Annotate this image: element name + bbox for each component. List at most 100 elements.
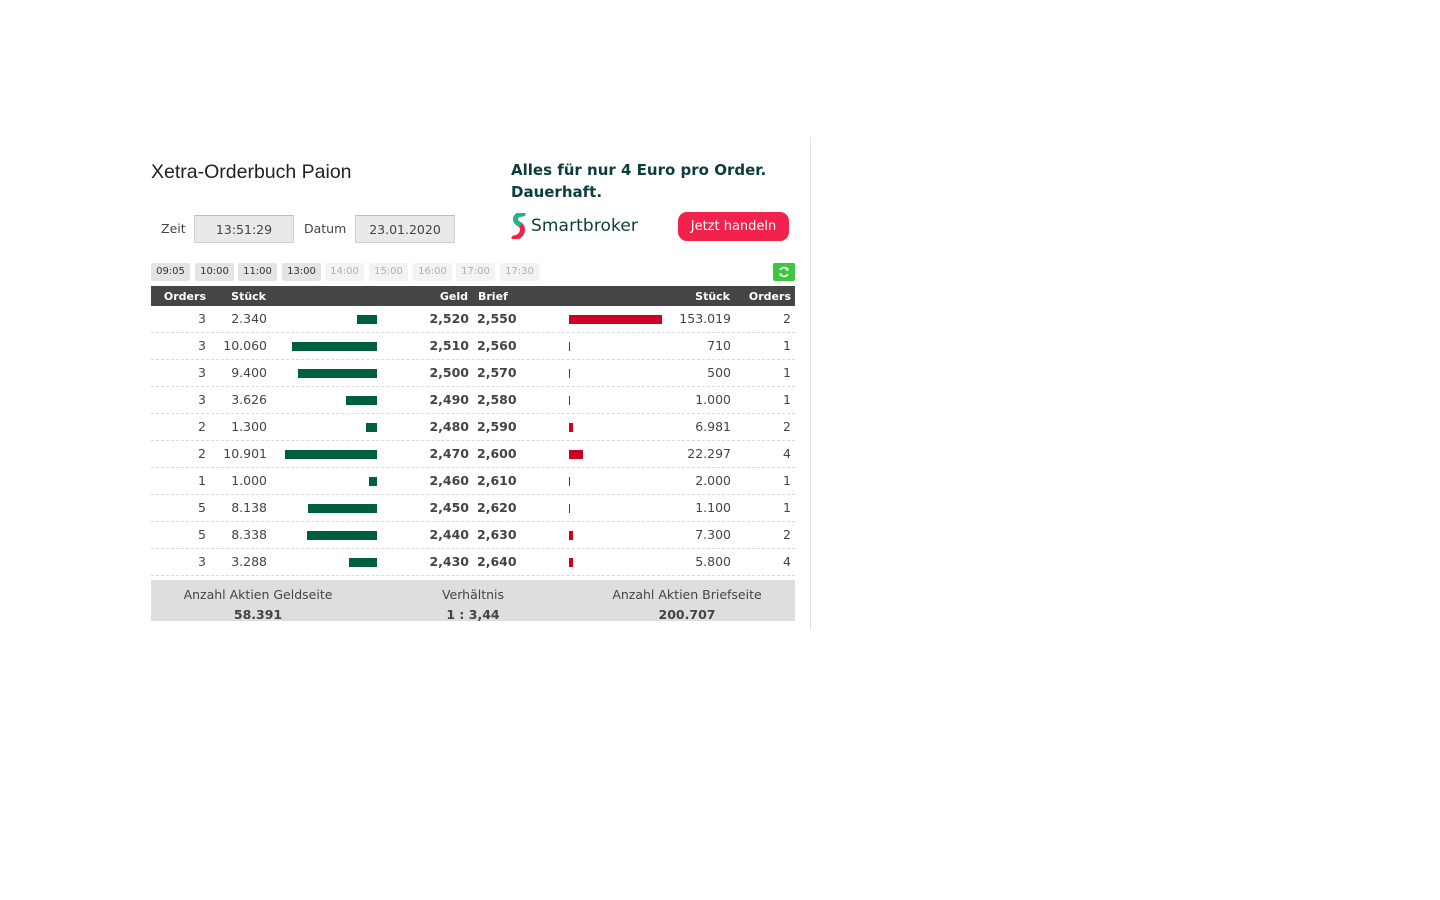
date-field[interactable]: 23.01.2020 bbox=[355, 215, 455, 243]
bid-volume-bar bbox=[298, 369, 377, 378]
summary-ask-label: Anzahl Aktien Briefseite bbox=[612, 587, 762, 602]
bid-orders-cell: 2 bbox=[198, 419, 206, 434]
bid-qty-cell: 2.340 bbox=[231, 311, 267, 326]
summary-bid: Anzahl Aktien Geldseite 58.391 bbox=[173, 585, 343, 625]
table-row: 3 3.288 2,430 2,640 5.800 4 bbox=[151, 549, 795, 576]
bid-orders-cell: 3 bbox=[198, 311, 206, 326]
jetzt-handeln-button[interactable]: Jetzt handeln bbox=[678, 212, 789, 241]
time-label: Zeit bbox=[161, 221, 186, 236]
ask-orders-cell: 1 bbox=[783, 500, 791, 515]
time-slot-button[interactable]: 11:00 bbox=[238, 263, 277, 281]
smartbroker-ad[interactable]: Alles für nur 4 Euro pro Order. Dauerhaf… bbox=[511, 159, 801, 249]
bid-price-cell: 2,470 bbox=[429, 446, 469, 461]
bid-qty-cell: 9.400 bbox=[231, 365, 267, 380]
time-slot-button[interactable]: 10:00 bbox=[195, 263, 234, 281]
summary-ask: Anzahl Aktien Briefseite 200.707 bbox=[602, 585, 772, 625]
smartbroker-logo[interactable]: Smartbroker bbox=[511, 213, 638, 239]
bid-qty-cell: 3.626 bbox=[231, 392, 267, 407]
bid-volume-bar bbox=[349, 558, 377, 567]
table-row: 2 1.300 2,480 2,590 6.981 2 bbox=[151, 414, 795, 441]
bid-price-cell: 2,450 bbox=[429, 500, 469, 515]
table-row: 5 8.338 2,440 2,630 7.300 2 bbox=[151, 522, 795, 549]
page-title: Xetra-Orderbuch Paion bbox=[151, 161, 352, 183]
bid-volume-bar bbox=[292, 342, 377, 351]
ask-price-cell: 2,620 bbox=[477, 500, 517, 515]
ask-qty-cell: 500 bbox=[707, 365, 731, 380]
ask-volume-bar bbox=[569, 423, 573, 432]
table-row: 2 10.901 2,470 2,600 22.297 4 bbox=[151, 441, 795, 468]
bid-volume-bar bbox=[366, 423, 377, 432]
ask-price-cell: 2,590 bbox=[477, 419, 517, 434]
summary-bid-value: 58.391 bbox=[233, 607, 283, 622]
time-field[interactable]: 13:51:29 bbox=[194, 215, 294, 243]
bid-volume-bar bbox=[346, 396, 377, 405]
ask-orders-cell: 4 bbox=[783, 446, 791, 461]
ask-volume-bar bbox=[569, 396, 570, 405]
summary-bid-label: Anzahl Aktien Geldseite bbox=[183, 587, 333, 602]
bid-volume-bar bbox=[307, 531, 377, 540]
bid-orders-cell: 3 bbox=[198, 338, 206, 353]
time-slot-button: 14:00 bbox=[325, 263, 364, 281]
summary-ratio-value: 1 : 3,44 bbox=[446, 607, 500, 622]
time-slot-button: 16:00 bbox=[413, 263, 452, 281]
ask-volume-bar bbox=[569, 315, 662, 324]
orderbook-table: Orders Stück Geld Brief Stück Orders 3 2.… bbox=[151, 286, 795, 576]
smartbroker-brand: Smartbroker bbox=[531, 216, 639, 236]
refresh-button[interactable] bbox=[773, 263, 795, 281]
ad-headline: Alles für nur 4 Euro pro Order. Dauerhaf… bbox=[511, 159, 801, 203]
bid-price-cell: 2,510 bbox=[429, 338, 469, 353]
bid-orders-cell: 3 bbox=[198, 392, 206, 407]
orderbook-widget: Xetra-Orderbuch Paion Zeit 13:51:29 Datu… bbox=[151, 137, 811, 630]
bid-qty-cell: 10.060 bbox=[223, 338, 267, 353]
table-row: 3 9.400 2,500 2,570 500 1 bbox=[151, 360, 795, 387]
ask-volume-bar bbox=[569, 477, 570, 486]
bid-volume-bar bbox=[357, 315, 377, 324]
table-row: 3 3.626 2,490 2,580 1.000 1 bbox=[151, 387, 795, 414]
summary-bar: Anzahl Aktien Geldseite 58.391 Verhältni… bbox=[151, 580, 795, 622]
bid-price-cell: 2,430 bbox=[429, 554, 469, 569]
ask-price-cell: 2,570 bbox=[477, 365, 517, 380]
ask-qty-cell: 2.000 bbox=[695, 473, 731, 488]
bid-qty-cell: 1.300 bbox=[231, 419, 267, 434]
bid-qty-cell: 1.000 bbox=[231, 473, 267, 488]
bid-price-cell: 2,440 bbox=[429, 527, 469, 542]
bid-price-cell: 2,520 bbox=[429, 311, 469, 326]
bid-volume-bar bbox=[308, 504, 377, 513]
summary-ratio-label: Verhältnis bbox=[441, 587, 505, 602]
bid-qty-cell: 8.138 bbox=[231, 500, 267, 515]
ask-orders-cell: 1 bbox=[783, 338, 791, 353]
table-row: 3 2.340 2,520 2,550 153.019 2 bbox=[151, 306, 795, 333]
ask-price-cell: 2,610 bbox=[477, 473, 517, 488]
ask-price-cell: 2,560 bbox=[477, 338, 517, 353]
bid-qty-cell: 8.338 bbox=[231, 527, 267, 542]
header-ask-orders: Orders bbox=[748, 290, 791, 303]
ask-price-cell: 2,550 bbox=[477, 311, 517, 326]
ask-qty-cell: 6.981 bbox=[695, 419, 731, 434]
ask-qty-cell: 710 bbox=[707, 338, 731, 353]
bid-orders-cell: 1 bbox=[198, 473, 206, 488]
summary-ask-value: 200.707 bbox=[658, 607, 716, 622]
ask-price-cell: 2,640 bbox=[477, 554, 517, 569]
table-header: Orders Stück Geld Brief Stück Orders bbox=[151, 286, 795, 306]
bid-price-cell: 2,460 bbox=[429, 473, 469, 488]
ask-qty-cell: 1.100 bbox=[695, 500, 731, 515]
bid-price-cell: 2,500 bbox=[429, 365, 469, 380]
time-slot-button: 17:00 bbox=[456, 263, 495, 281]
ask-price-cell: 2,630 bbox=[477, 527, 517, 542]
bid-orders-cell: 3 bbox=[198, 554, 206, 569]
time-slot-button: 15:00 bbox=[369, 263, 408, 281]
ask-orders-cell: 2 bbox=[783, 311, 791, 326]
ask-qty-cell: 7.300 bbox=[695, 527, 731, 542]
ask-qty-cell: 1.000 bbox=[695, 392, 731, 407]
ask-qty-cell: 22.297 bbox=[687, 446, 731, 461]
time-slot-button[interactable]: 13:00 bbox=[282, 263, 321, 281]
ad-line-1: Alles für nur 4 Euro pro Order. bbox=[511, 161, 767, 179]
table-row: 3 10.060 2,510 2,560 710 1 bbox=[151, 333, 795, 360]
ask-orders-cell: 1 bbox=[783, 392, 791, 407]
bid-orders-cell: 5 bbox=[198, 527, 206, 542]
ask-qty-cell: 5.800 bbox=[695, 554, 731, 569]
time-slot-button[interactable]: 09:05 bbox=[151, 263, 190, 281]
bid-orders-cell: 5 bbox=[198, 500, 206, 515]
bid-volume-bar bbox=[369, 477, 377, 486]
ask-orders-cell: 2 bbox=[783, 527, 791, 542]
